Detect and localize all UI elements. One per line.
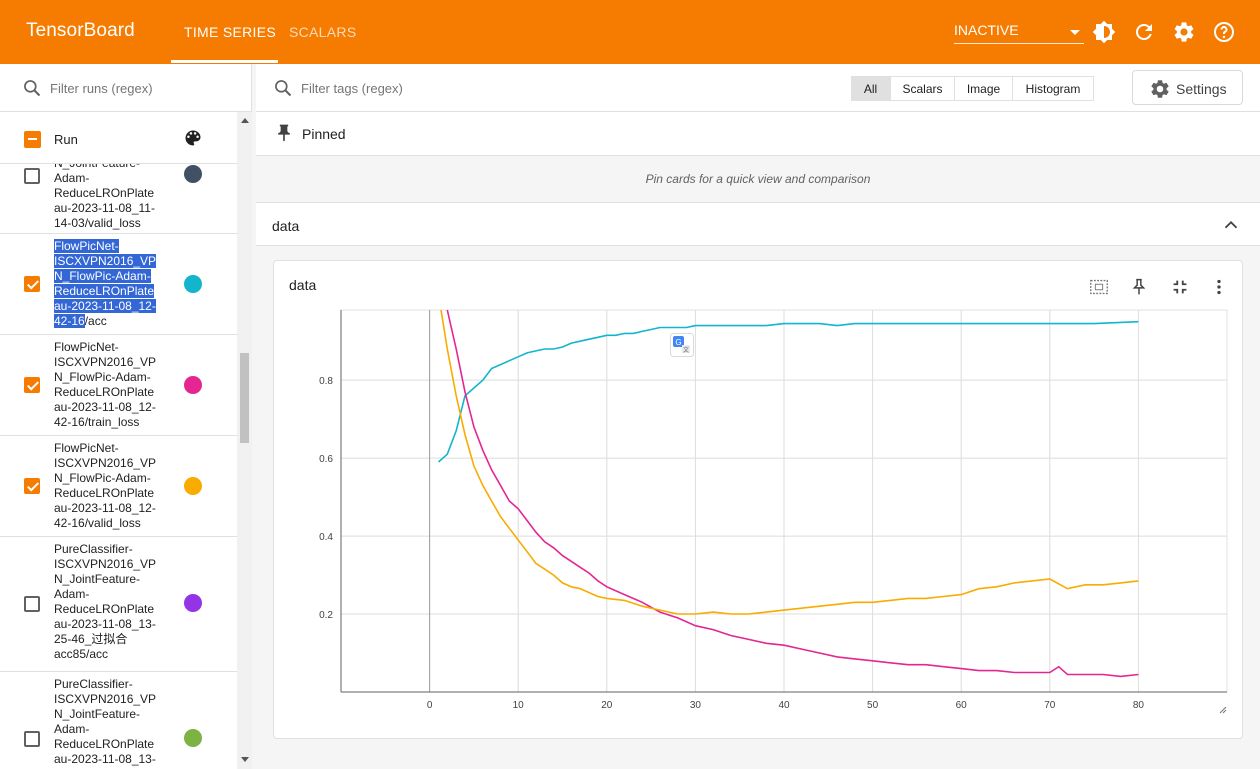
run-row[interactable]: FlowPicNet- ISCXVPN2016_VP N_FlowPic-Adam-… (0, 436, 237, 537)
group-header-data[interactable]: data (256, 202, 1260, 246)
brightness-icon[interactable] (1092, 20, 1116, 44)
top-app-bar: TensorBoard TIME SERIES SCALARS INACTIVE (0, 0, 1260, 64)
run-row[interactable]: PureClassifier- ISCXVPN2016_VP N_JointFeat… (0, 672, 237, 769)
collapse-icon[interactable] (1169, 276, 1191, 298)
run-color-swatch[interactable] (184, 275, 202, 293)
scalar-card: data 0 10 20 30 40 50 60 70 80 0.2 0.4 0.6 0.8 G 文 (273, 260, 1243, 739)
selected-text: FlowPicNet- ISCXVPN2016_VP N_FlowPic-Adam-… (54, 239, 157, 328)
more-vert-icon[interactable] (1208, 276, 1230, 298)
scrollbar-thumb[interactable] (240, 353, 249, 443)
run-name: FlowPicNet- ISCXVPN2016_VP N_FlowPic-Adam-… (54, 340, 157, 429)
series-line-2 (440, 310, 1139, 615)
run-checkbox[interactable] (24, 276, 40, 292)
series-line-1 (446, 310, 1139, 678)
settings-button[interactable]: Settings (1132, 70, 1243, 105)
tag-filter-input[interactable]: Filter tags (regex) (301, 81, 403, 96)
settings-icon (1151, 80, 1169, 98)
line-chart[interactable]: 0 10 20 30 40 50 60 70 80 0.2 0.4 0.6 0.8 (274, 261, 1244, 740)
run-filter[interactable]: Filter runs (regex) (0, 64, 252, 112)
run-color-swatch[interactable] (184, 165, 202, 183)
run-checkbox[interactable] (24, 731, 40, 747)
search-icon (275, 80, 292, 97)
refresh-icon[interactable] (1132, 20, 1156, 44)
run-checkbox[interactable] (24, 168, 40, 184)
x-tick-label: 20 (601, 700, 613, 711)
run-name: PureClassifier- ISCXVPN2016_VP N_JointFeat… (54, 542, 157, 661)
pin-icon (278, 124, 290, 142)
svg-text:G: G (675, 338, 681, 347)
run-name: PureClassifier- ISCXVPN2016_VP N_JointFeat… (54, 677, 157, 766)
plugin-status-select[interactable]: INACTIVE (954, 20, 1084, 44)
run-column-label: Run (54, 132, 78, 147)
y-tick-label: 0.4 (319, 532, 333, 543)
translate-icon[interactable]: G 文 (670, 333, 694, 357)
pin-icon[interactable] (1128, 276, 1150, 298)
settings-label: Settings (1176, 81, 1227, 97)
x-tick-label: 10 (513, 700, 525, 711)
filter-histogram-button[interactable]: Histogram (1012, 76, 1094, 101)
card-title: data (289, 277, 317, 293)
run-color-swatch[interactable] (184, 376, 202, 394)
tag-filter-bar: Filter tags (regex) All Scalars Image Hi… (256, 64, 1260, 112)
resize-handle-icon[interactable] (1219, 706, 1227, 714)
run-color-swatch[interactable] (184, 729, 202, 747)
active-tab-indicator (171, 60, 278, 63)
y-tick-label: 0.2 (319, 610, 333, 621)
run-row[interactable]: FlowPicNet- ISCXVPN2016_VP N_FlowPic-Adam-… (0, 234, 237, 335)
select-all-checkbox[interactable] (24, 131, 41, 148)
filter-all-button[interactable]: All (851, 76, 890, 101)
group-title: data (272, 218, 300, 234)
run-checkbox[interactable] (24, 596, 40, 612)
x-tick-label: 80 (1133, 700, 1145, 711)
run-checkbox[interactable] (24, 478, 40, 494)
scroll-up-arrow-icon[interactable] (241, 118, 249, 123)
svg-text:文: 文 (683, 346, 689, 354)
pinned-empty-hint: Pin cards for a quick view and compariso… (645, 172, 871, 186)
chevron-down-icon (1070, 30, 1080, 35)
x-tick-label: 50 (867, 700, 879, 711)
chevron-up-icon[interactable] (1220, 214, 1242, 236)
y-tick-label: 0.8 (319, 376, 333, 387)
x-tick-label: 0 (427, 700, 433, 711)
runs-list: N_JointFeature-Adam-ReduceLROnPlateau-20… (0, 164, 237, 769)
run-row[interactable]: PureClassifier- ISCXVPN2016_VP N_JointFeat… (0, 537, 237, 672)
run-color-swatch[interactable] (184, 594, 202, 612)
runs-scrollbar[interactable] (237, 112, 252, 769)
fit-domain-icon[interactable] (1088, 276, 1110, 298)
filter-image-button[interactable]: Image (954, 76, 1013, 101)
filter-scalars-button[interactable]: Scalars (890, 76, 955, 101)
app-brand: TensorBoard (26, 20, 135, 41)
run-row[interactable]: N_JointFeature-Adam-ReduceLROnPlateau-20… (0, 164, 237, 234)
run-name: FlowPicNet- ISCXVPN2016_VP N_FlowPic-Adam-… (54, 441, 157, 530)
search-icon (24, 80, 41, 97)
x-tick-label: 30 (690, 700, 702, 711)
x-tick-label: 60 (956, 700, 968, 711)
x-tick-label: 40 (778, 700, 790, 711)
run-name: N_JointFeature-Adam-ReduceLROnPlateau-20… (54, 164, 155, 230)
x-tick-label: 70 (1044, 700, 1056, 711)
status-value: INACTIVE (954, 22, 1019, 38)
runs-table-header: Run (0, 112, 237, 164)
y-tick-label: 0.6 (319, 454, 333, 465)
run-checkbox[interactable] (24, 377, 40, 393)
run-name: FlowPicNet- ISCXVPN2016_VP N_FlowPic-Adam-… (54, 239, 157, 328)
main-content: Filter tags (regex) All Scalars Image Hi… (256, 64, 1260, 769)
run-row[interactable]: FlowPicNet- ISCXVPN2016_VP N_FlowPic-Adam-… (0, 335, 237, 436)
pinned-title: Pinned (302, 126, 346, 142)
help-icon[interactable] (1212, 20, 1236, 44)
series-line-0 (437, 320, 1139, 463)
tab-time-series[interactable]: TIME SERIES (184, 24, 276, 40)
settings-icon[interactable] (1172, 20, 1196, 44)
runs-sidebar: Filter runs (regex) Run N_JointFeature-A… (0, 64, 252, 769)
run-filter-input[interactable]: Filter runs (regex) (50, 81, 153, 96)
tab-scalars[interactable]: SCALARS (289, 24, 357, 40)
palette-icon[interactable] (183, 128, 203, 148)
run-color-swatch[interactable] (184, 477, 202, 495)
scroll-down-arrow-icon[interactable] (241, 757, 249, 762)
pinned-section-header: Pinned (256, 112, 1260, 156)
